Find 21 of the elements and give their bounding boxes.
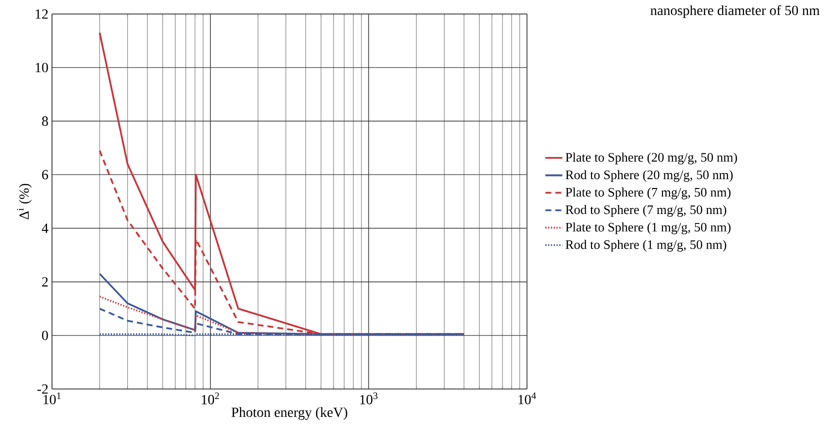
y-tick-label: 4	[42, 224, 48, 233]
y-tick-label: -2	[37, 384, 48, 394]
x-axis-title: Photon energy (keV)	[232, 407, 348, 420]
y-axis-title: Δ$^{i}$ (%)	[17, 184, 32, 220]
y-tick-label: 2	[42, 277, 48, 286]
legend-label: Rod to Sphere (20 mg/g, 50 nm)	[566, 170, 733, 182]
legend-label: Plate to Sphere (7 mg/g, 50 nm)	[566, 188, 731, 200]
y-tick-label: 0	[42, 330, 48, 340]
y-tick-label: 10	[36, 62, 48, 72]
legend-label: Plate to Sphere (20 mg/g, 50 nm)	[566, 152, 737, 164]
y-tick-label: 12	[36, 9, 48, 19]
x-tick-label: 10$^{2}$	[202, 392, 219, 404]
legend-label: Plate to Sphere (1 mg/g, 50 nm)	[566, 222, 731, 234]
x-tick-label: 10$^{1}$	[44, 392, 61, 404]
legend-label: Rod to Sphere (1 mg/g, 50 nm)	[566, 240, 726, 252]
y-tick-label: 6	[42, 170, 48, 180]
y-tick-label: 8	[42, 116, 48, 126]
x-tick-label: 10$^{3}$	[360, 392, 378, 404]
text: nanosphere diameter of 50 nm	[650, 5, 820, 18]
legend-label: Rod to Sphere (7 mg/g, 50 nm)	[566, 204, 726, 217]
x-tick-label: 10$^{4}$	[518, 392, 536, 404]
